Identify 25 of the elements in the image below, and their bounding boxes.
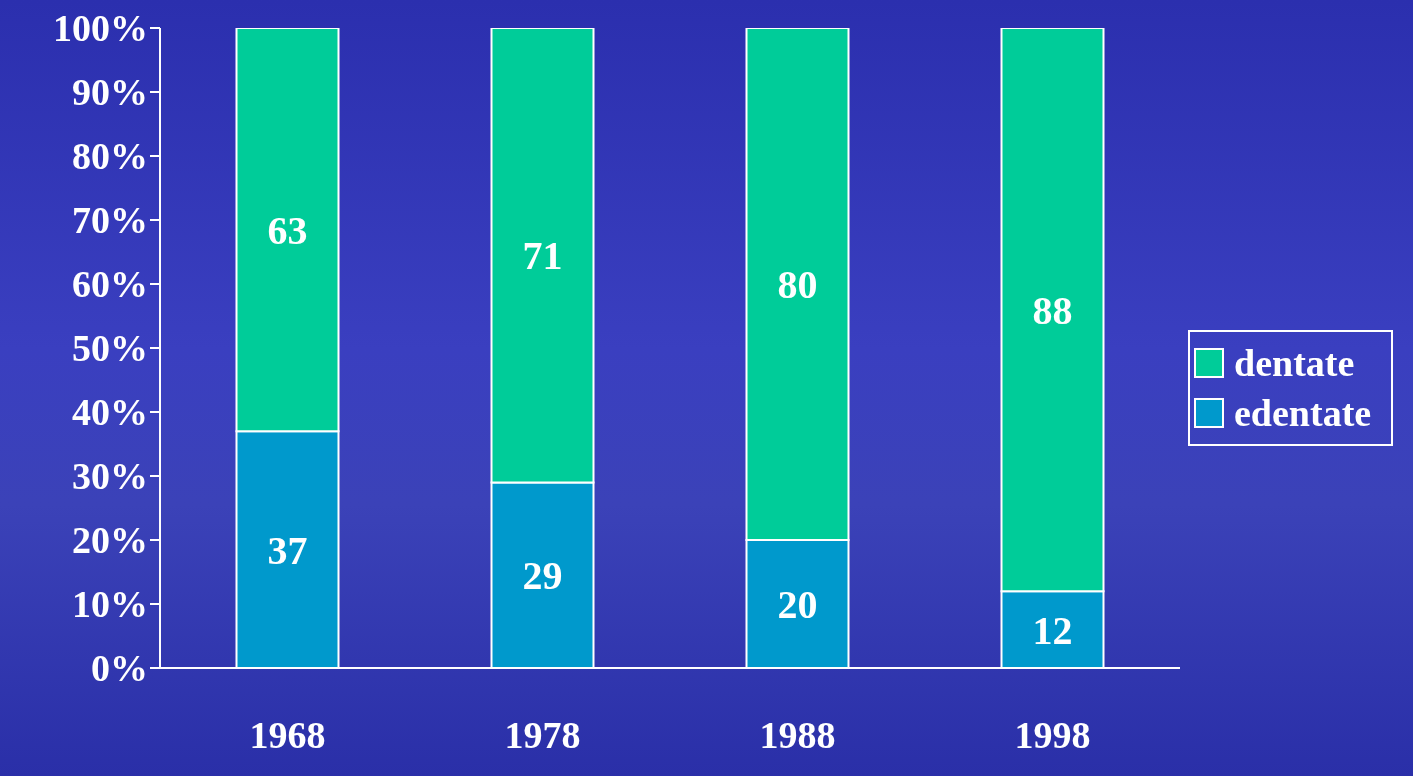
y-tick-label: 10% (72, 583, 148, 626)
x-tick-label: 1968 (249, 713, 326, 756)
y-tick-label: 60% (72, 263, 148, 306)
data-label: 88 (1032, 287, 1073, 333)
data-label: 29 (522, 553, 563, 599)
legend-label: edentate (1233, 391, 1373, 436)
y-tick-label: 70% (72, 199, 148, 242)
y-tick-label: 20% (72, 519, 148, 562)
y-tick-label: 0% (91, 647, 148, 690)
y-tick-label: 100% (53, 7, 148, 50)
data-label: 20 (777, 582, 818, 628)
legend-label: dentate (1233, 341, 1356, 386)
data-label: 80 (777, 262, 818, 308)
data-label: 71 (522, 233, 563, 279)
data-label: 12 (1032, 607, 1073, 653)
y-tick-label: 80% (72, 135, 148, 178)
data-label: 63 (267, 207, 308, 253)
y-tick-label: 40% (72, 391, 148, 434)
x-tick-label: 1988 (759, 713, 836, 756)
y-tick-label: 30% (72, 455, 148, 498)
data-label: 37 (267, 527, 308, 573)
x-tick-label: 1978 (504, 713, 581, 756)
y-tick-label: 90% (72, 71, 148, 114)
y-tick-label: 50% (72, 327, 148, 370)
x-tick-label: 1998 (1014, 713, 1091, 756)
